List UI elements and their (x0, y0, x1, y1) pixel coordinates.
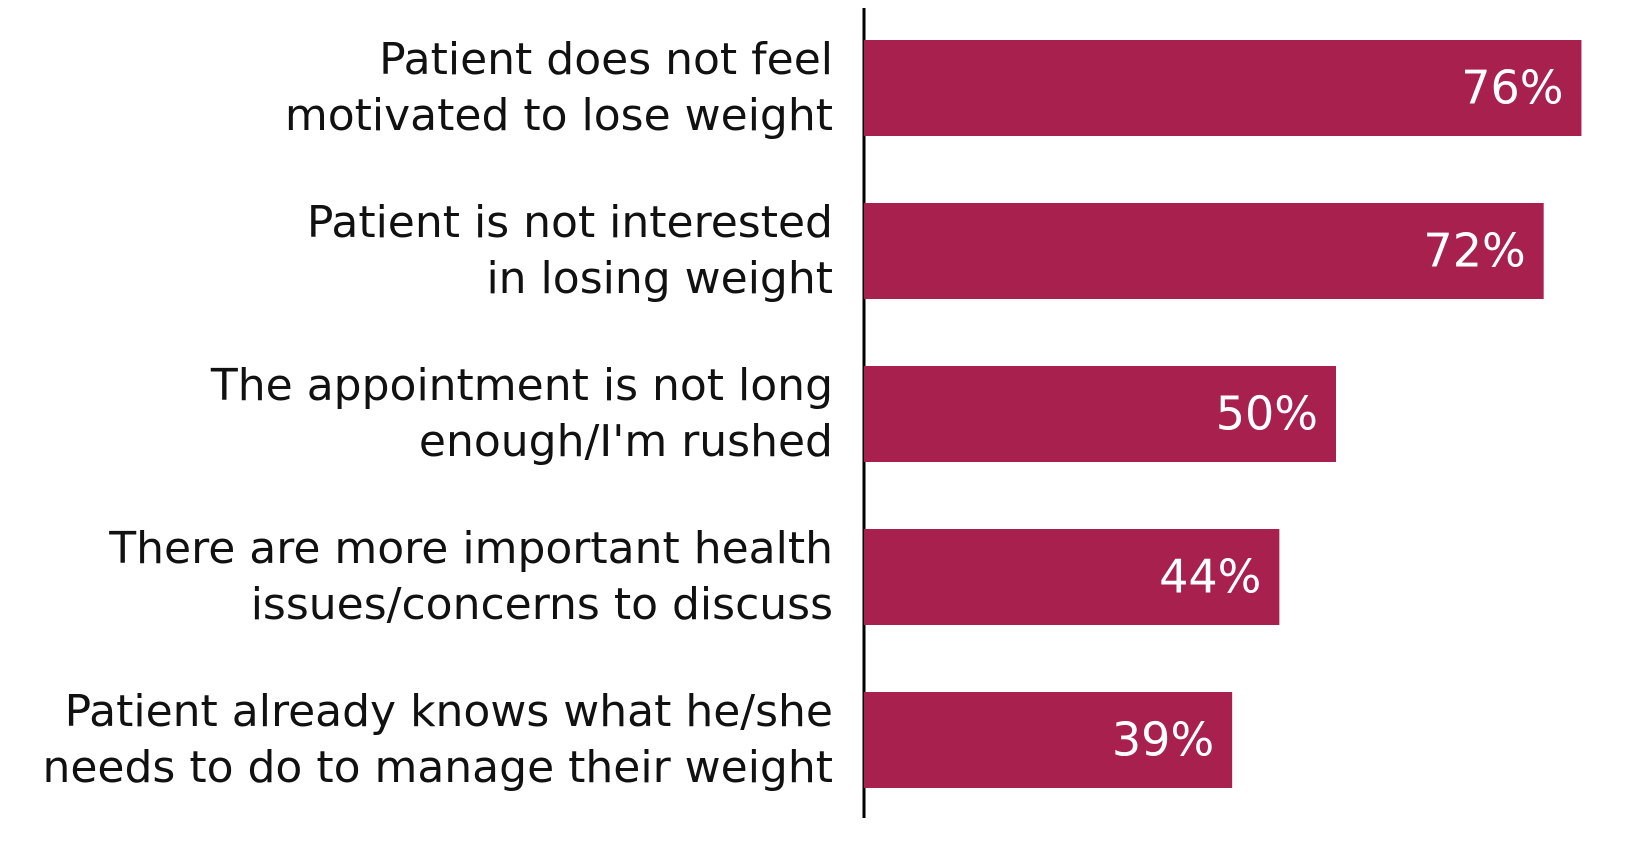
bar (864, 40, 1582, 136)
value-label: 50% (1216, 387, 1318, 441)
category-label: The appointment is not long enough/I'm r… (210, 360, 833, 467)
bar (864, 366, 1336, 462)
bar (864, 692, 1233, 788)
value-label: 39% (1112, 713, 1214, 767)
value-label: 72% (1423, 224, 1525, 278)
bar (864, 529, 1280, 625)
category-label: There are more important health issues/c… (109, 523, 833, 630)
bar (864, 203, 1544, 299)
value-label: 76% (1461, 61, 1563, 115)
category-label: Patient is not interested in losing weig… (306, 197, 833, 304)
category-label: Patient already knows what he/she needs … (42, 686, 833, 793)
category-label: Patient does not feel motivated to lose … (284, 34, 833, 141)
value-label: 44% (1159, 550, 1261, 604)
